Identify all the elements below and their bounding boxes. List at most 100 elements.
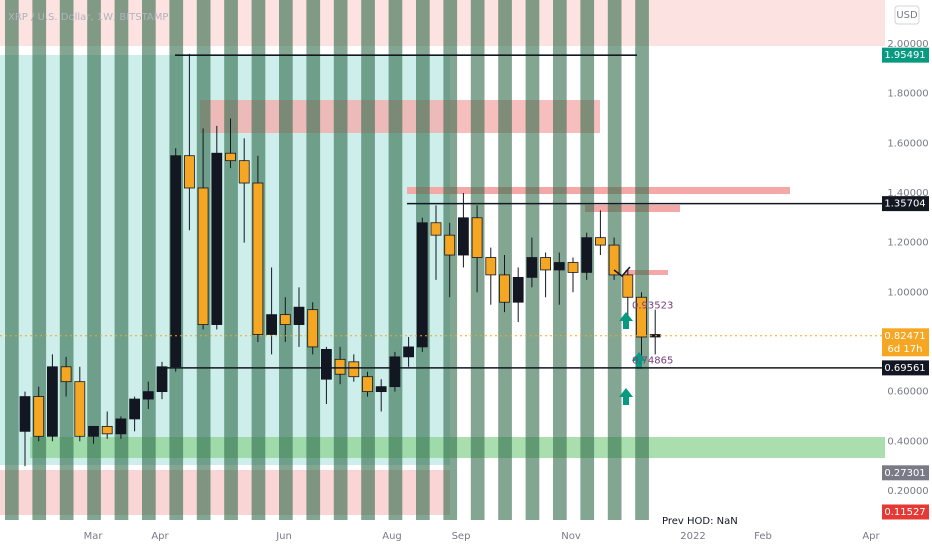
candle-body: [595, 237, 606, 246]
candle-body: [183, 155, 195, 189]
candle-body: [266, 314, 278, 335]
candle-body: [362, 376, 373, 393]
price-label: 0.82471: [884, 331, 925, 342]
candle-body: [485, 257, 497, 276]
stripe: [87, 0, 101, 520]
candle-body: [512, 276, 524, 303]
x-tick-label: Apr: [151, 531, 169, 542]
candle-body: [348, 361, 360, 378]
price-label: 1.35704: [884, 199, 925, 210]
candle-body: [115, 418, 127, 435]
candle-body: [389, 356, 401, 388]
candle-body: [622, 274, 634, 298]
candle-body: [238, 160, 250, 184]
stripe: [142, 0, 156, 520]
candle-body: [101, 425, 113, 435]
price-axis: [886, 0, 932, 550]
price-label: 0.27301: [884, 468, 925, 479]
currency: USD: [896, 10, 918, 21]
candle-body: [416, 222, 428, 348]
candle-body: [170, 155, 182, 368]
chart-title: XRP / U.S. Dollar, 1W, BITSTAMP: [8, 12, 168, 23]
candle-body: [444, 234, 456, 256]
drawing: [613, 266, 631, 278]
supply-zone: [0, 0, 885, 46]
resistance-bar: [407, 187, 790, 194]
candle-body: [252, 182, 264, 335]
arrow: [619, 312, 633, 329]
y-tick-label: 1.40000: [887, 188, 928, 199]
stripe: [333, 0, 348, 520]
stripe: [114, 0, 129, 520]
price-label: 1.95491: [884, 50, 925, 61]
candle-body: [581, 237, 593, 273]
y-tick-label: 1.20000: [887, 238, 928, 249]
price-label-bg: [882, 465, 929, 481]
candle-body: [567, 262, 579, 273]
x-tick-label: Aug: [382, 531, 402, 542]
candle-body: [471, 217, 483, 258]
x-tick-label: Jun: [275, 531, 292, 542]
candle-body: [553, 262, 565, 271]
candle-body: [526, 257, 538, 278]
price-label-bg: [882, 47, 929, 63]
candle-body: [129, 398, 141, 420]
y-tick-label: 0.60000: [887, 387, 928, 398]
candle-body: [225, 152, 236, 162]
stripe: [553, 0, 567, 520]
candle-body: [60, 366, 72, 383]
candle-body: [74, 381, 86, 437]
candle-body: [293, 306, 305, 325]
stripe: [443, 0, 458, 520]
countdown: 6d 17h: [888, 344, 923, 355]
x-tick-label: Apr: [862, 531, 880, 542]
candle-body: [499, 274, 510, 303]
candle-body: [540, 257, 551, 271]
stripe: [59, 0, 74, 520]
candle-body: [47, 366, 58, 437]
stripe: [498, 0, 512, 520]
stripe: [32, 0, 47, 520]
arrow: [619, 388, 633, 405]
candle-body: [636, 296, 647, 338]
stripe: [5, 0, 19, 520]
candle-body: [307, 309, 319, 348]
candle-body: [334, 358, 346, 375]
price-label-bg: [882, 328, 929, 357]
high-annotation: 0.93523: [632, 300, 673, 311]
candle-body: [197, 187, 209, 325]
price-label-bg: [882, 360, 929, 376]
price-label-bg: [882, 504, 929, 520]
x-tick-label: Nov: [561, 531, 581, 542]
y-tick-label: 0.40000: [887, 436, 928, 447]
price-label: 0.69561: [884, 363, 925, 374]
y-tick-label: 0.20000: [887, 486, 928, 497]
candle-body: [430, 222, 442, 236]
candle-body: [142, 391, 154, 400]
candle-body: [279, 314, 291, 325]
candle-body: [19, 396, 31, 432]
price-label: 0.11527: [884, 507, 925, 518]
candle-body: [88, 425, 99, 437]
x-tick-label: Sep: [452, 531, 471, 542]
y-tick-label: 1.80000: [887, 89, 928, 100]
plot: [19, 53, 661, 467]
stripe: [306, 0, 321, 520]
arrow: [632, 352, 646, 369]
currency-button[interactable]: [894, 5, 920, 25]
stripe: [470, 0, 485, 520]
candle-body: [211, 152, 223, 325]
candle-body: [457, 217, 469, 256]
note: Prev HOD: NaN: [662, 516, 738, 527]
y-tick-label: 1.00000: [887, 287, 928, 298]
candle-body: [608, 244, 620, 276]
stripe: [279, 0, 293, 520]
stripe: [635, 0, 649, 520]
y-tick-label: 1.60000: [887, 138, 928, 149]
price-label-bg: [882, 196, 929, 212]
candle-body: [403, 346, 415, 358]
low-annotation: 0.74865: [632, 356, 673, 367]
candle-body: [33, 396, 45, 437]
candle-body: [156, 366, 168, 393]
